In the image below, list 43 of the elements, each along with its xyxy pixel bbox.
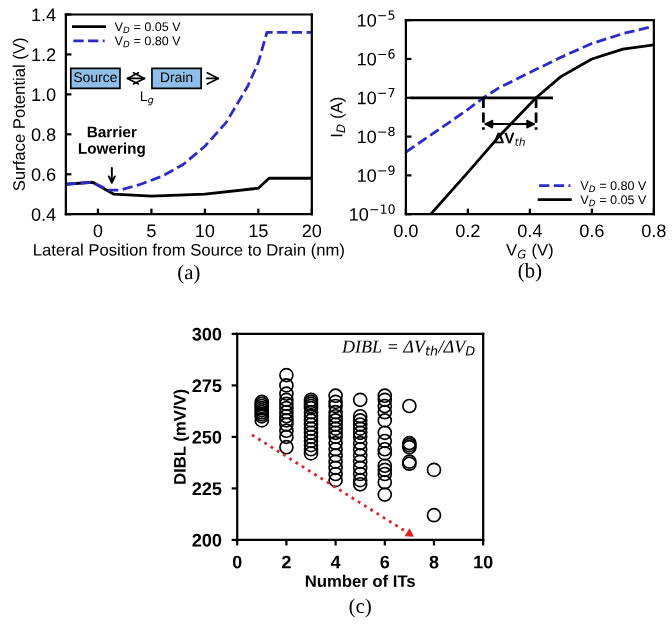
y-axis-title: Surface Potential (V) <box>12 38 29 191</box>
x-tick-label: 4 <box>330 555 341 569</box>
x-tick-label: 0.4 <box>518 224 542 238</box>
x-tick-label: 10 <box>474 555 493 569</box>
y-axis-title: I$_{D}$ (A) <box>330 97 346 137</box>
y-tick-label: 10$^{−8}$ <box>358 126 395 144</box>
x-tick-label: 8 <box>429 555 439 569</box>
y-tick-label: 275 <box>192 379 222 393</box>
y-tick-label: 250 <box>192 430 222 444</box>
y-tick-label: 10$^{−10}$ <box>350 204 395 221</box>
y-tick-label: 10$^{−6}$ <box>358 49 395 66</box>
x-tick-label: 0 <box>93 224 103 238</box>
x-tick-label: 0 <box>232 555 242 569</box>
x-tick-label: 6 <box>380 555 390 569</box>
annotation: DIBL = ΔV$_{th}$/ΔV$_{D}$ <box>341 340 475 356</box>
text: (c) <box>349 598 371 618</box>
y-tick-label: 10$^{−7}$ <box>358 88 395 105</box>
y-tick-label: 300 <box>192 327 222 341</box>
y-tick-label: 1.4 <box>32 8 56 22</box>
y-axis-title: DIBL (mV/V) <box>173 389 190 484</box>
y-tick-label: 10$^{−5}$ <box>358 10 395 27</box>
x-tick-label: 20 <box>302 224 322 238</box>
x-tick-label: 0.2 <box>456 224 480 238</box>
y-tick-label: 0.4 <box>31 208 56 221</box>
x-tick-label: 5 <box>147 224 156 238</box>
x-axis-title: Lateral Position from Source to Drain (nm) <box>34 243 344 260</box>
x-axis-title: Number of ITs <box>305 574 415 588</box>
y-tick-label: 225 <box>192 482 222 496</box>
y-tick-label: 10$^{−9}$ <box>358 165 395 182</box>
y-tick-label: 1.2 <box>32 48 56 61</box>
x-axis-title: V$_{G}$ (V) <box>506 243 553 260</box>
x-tick-label: 0.0 <box>394 224 418 238</box>
x-tick-label: 2 <box>282 555 291 569</box>
text: (b) <box>518 262 542 282</box>
x-tick-label: 0.8 <box>642 224 666 238</box>
text: (a) <box>178 264 200 284</box>
x-tick-label: 0.6 <box>580 224 604 238</box>
y-tick-label: 0.6 <box>31 168 56 181</box>
x-tick-label: 10 <box>196 224 215 238</box>
y-tick-label: 1.0 <box>32 88 56 102</box>
x-tick-label: 15 <box>249 224 268 238</box>
y-tick-label: 200 <box>192 533 222 547</box>
y-tick-label: 0.8 <box>31 128 56 142</box>
